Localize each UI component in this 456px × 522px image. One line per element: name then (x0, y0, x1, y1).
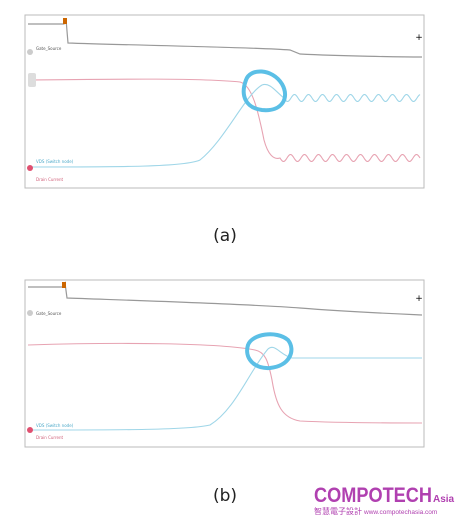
caption: (a) (213, 226, 237, 246)
channel-marker (27, 427, 33, 433)
logo-suffix: Asia (433, 494, 455, 505)
caption: (b) (213, 486, 237, 506)
scope-panel-a: + Gate_Source VDS (Switch node) Drain Cu… (24, 14, 425, 189)
logo-tagline: 智慧電子設計 (314, 506, 362, 516)
gate-label: Gate_Source (36, 311, 62, 316)
panel-frame (24, 279, 425, 448)
cursor-marker: + (415, 294, 423, 304)
gate-label: Gate_Source (36, 46, 62, 51)
trigger-marker (62, 282, 66, 288)
drain-label: Drain Current (36, 435, 64, 440)
channel-marker (27, 310, 33, 316)
drain-trace (27, 342, 423, 424)
vds-label: VDS (Switch node) (36, 423, 74, 428)
drain-trace (27, 78, 421, 162)
channel-marker (27, 165, 33, 171)
channel-marker (27, 49, 33, 55)
scope-panel-b: + Gate_Source VDS (Switch node) Drain Cu… (24, 279, 425, 448)
vds-trace (27, 83, 421, 168)
gate-trace (28, 18, 423, 58)
logo: COMPOTECH Asia 智慧電子設計 www.compotechasia.… (314, 484, 455, 516)
channel-marker (28, 73, 36, 87)
vds-trace (27, 346, 422, 431)
trigger-marker (63, 18, 67, 24)
vds-label: VDS (Switch node) (36, 159, 74, 164)
logo-url: www.compotechasia.com (363, 509, 437, 516)
panel-frame (24, 14, 425, 189)
logo-name: COMPOTECH (314, 484, 432, 507)
drain-label: Drain Current (36, 177, 64, 182)
gate-trace (28, 280, 423, 316)
cursor-marker: + (415, 33, 423, 43)
highlight-circle (245, 332, 294, 371)
highlight-circle (241, 69, 288, 113)
